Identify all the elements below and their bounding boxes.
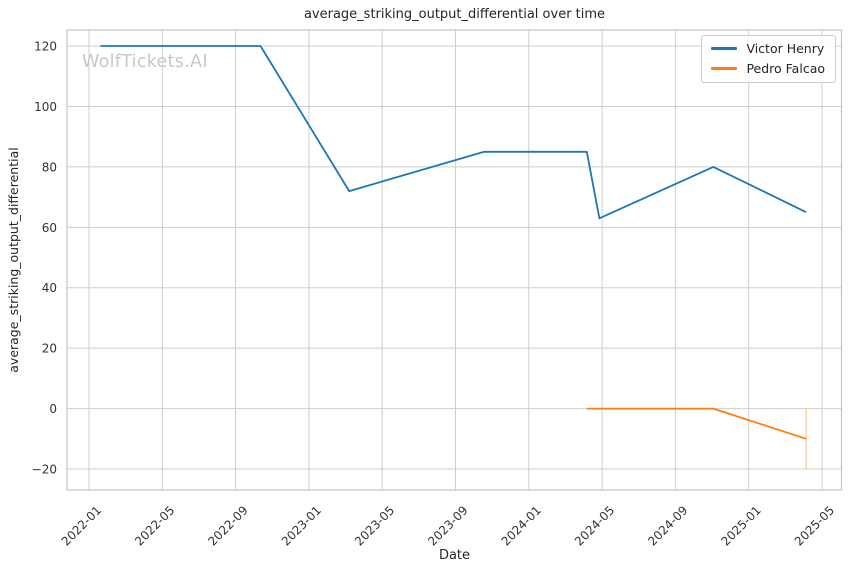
x-tick-label-2025-01: 2025-01: [718, 503, 763, 548]
watermark: WolfTickets.AI: [82, 52, 208, 72]
x-tick-label-2022-09: 2022-09: [205, 503, 250, 548]
y-axis-label: average_striking_output_differential: [6, 147, 21, 373]
x-tick-label-2023-01: 2023-01: [279, 503, 324, 548]
y-tick-label--20: −20: [32, 463, 57, 477]
legend: Victor Henry Pedro Falcao: [701, 35, 836, 83]
legend-entry-pedro-falcao: Pedro Falcao: [711, 61, 825, 76]
plot-border: [66, 29, 843, 491]
y-tick-label-80: 80: [42, 160, 57, 174]
x-tick-label-2024-05: 2024-05: [572, 503, 617, 548]
y-tick-label-60: 60: [42, 221, 57, 235]
legend-label-pedro-falcao: Pedro Falcao: [746, 61, 825, 76]
y-tick-label-0: 0: [49, 402, 57, 416]
series-victor-henry: [100, 45, 807, 220]
x-tick-labels: 2022-01 2022-05 2022-09 2023-01 2023-05 2023-…: [59, 503, 837, 548]
x-axis-label: Date: [438, 548, 471, 563]
y-tick-label-100: 100: [34, 100, 57, 114]
y-tick-labels: 120 100 80 60 40 20 0 −20: [32, 40, 57, 477]
legend-swatch-victor-henry: [711, 47, 738, 50]
chart-title: average_striking_output_differential ove…: [303, 7, 606, 22]
line-victor-henry: [100, 45, 807, 220]
x-tick-label-2022-05: 2022-05: [132, 503, 177, 548]
legend-swatch-pedro-falcao: [711, 67, 738, 70]
x-tick-label-2025-05: 2025-05: [792, 503, 837, 548]
x-tick-label-2024-01: 2024-01: [499, 503, 544, 548]
x-tick-label-2023-05: 2023-05: [352, 503, 397, 548]
y-tick-label-40: 40: [42, 281, 57, 295]
x-tick-label-2024-09: 2024-09: [645, 503, 690, 548]
series-pedro-falcao: [586, 407, 807, 470]
x-tick-label-2022-01: 2022-01: [59, 503, 104, 548]
legend-label-victor-henry: Victor Henry: [746, 41, 825, 56]
legend-entry-victor-henry: Victor Henry: [711, 41, 825, 56]
y-tick-label-120: 120: [34, 40, 57, 54]
gridlines: [67, 30, 842, 490]
y-tick-label-20: 20: [42, 342, 57, 356]
line-pedro-falcao: [586, 407, 807, 440]
x-tick-label-2023-09: 2023-09: [425, 503, 470, 548]
